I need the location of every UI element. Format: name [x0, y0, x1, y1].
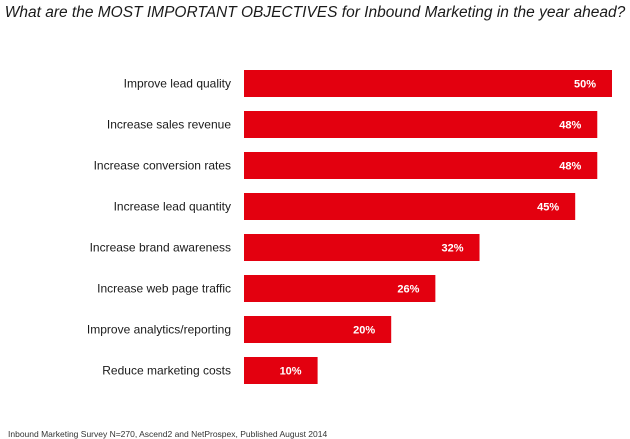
value-label-3: 48%	[559, 161, 581, 173]
value-label-1: 50%	[574, 79, 596, 91]
category-label-3: Increase conversion rates	[94, 159, 231, 173]
chart-title: What are the MOST IMPORTANT OBJECTIVES f…	[4, 4, 626, 21]
category-label-4: Increase lead quantity	[114, 200, 231, 214]
bar-4	[244, 193, 576, 220]
value-label-2: 48%	[559, 120, 581, 132]
category-label-7: Improve analytics/reporting	[87, 323, 231, 337]
value-label-5: 32%	[441, 243, 463, 255]
category-label-5: Increase brand awareness	[90, 241, 231, 255]
value-label-7: 20%	[353, 325, 375, 337]
bar-8	[244, 357, 318, 384]
bar-1	[244, 70, 612, 97]
bar-2	[244, 111, 598, 138]
category-label-6: Increase web page traffic	[97, 282, 231, 296]
category-label-1: Improve lead quality	[124, 77, 231, 91]
category-label-8: Reduce marketing costs	[102, 364, 231, 378]
category-label-2: Increase sales revenue	[107, 118, 231, 132]
value-label-6: 26%	[397, 284, 419, 296]
bar-7	[244, 316, 392, 343]
bar-6	[244, 275, 436, 302]
source-footnote: Inbound Marketing Survey N=270, Ascend2 …	[8, 429, 328, 439]
value-label-8: 10%	[280, 366, 302, 378]
bar-3	[244, 152, 598, 179]
bar-5	[244, 234, 480, 261]
value-label-4: 45%	[537, 202, 559, 214]
